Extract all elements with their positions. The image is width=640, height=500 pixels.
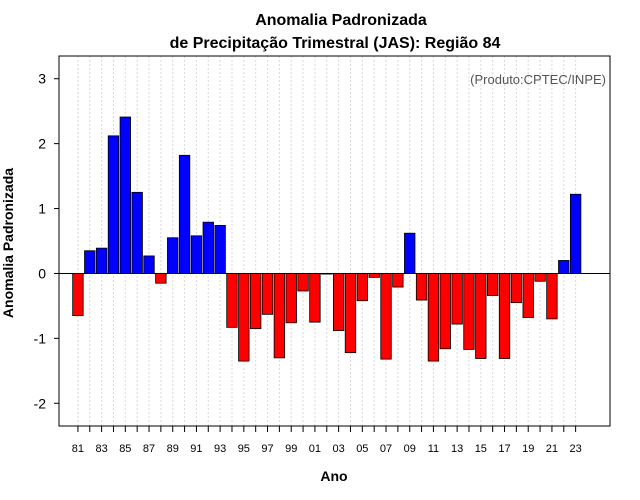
bar-83 — [95, 247, 108, 274]
bar-21 — [546, 273, 558, 320]
x-tick-label: 19 — [522, 443, 534, 455]
bar-84 — [107, 135, 120, 274]
bar-85 — [119, 116, 131, 274]
bar-09 — [404, 232, 416, 274]
bar-93 — [214, 225, 226, 274]
y-tick-label: -2 — [34, 395, 47, 411]
bar-05 — [356, 273, 368, 302]
bar-07 — [380, 273, 392, 360]
x-axis-label: Ano — [320, 468, 347, 484]
bar-99 — [285, 273, 297, 324]
bar-12 — [439, 273, 451, 350]
bar-10 — [415, 273, 428, 301]
bar-06 — [368, 273, 380, 278]
x-tick-label: 89 — [167, 443, 179, 455]
bar-03 — [332, 273, 345, 331]
bar-98 — [273, 273, 286, 359]
bar-17 — [498, 273, 511, 359]
x-tick-label: 93 — [214, 443, 226, 455]
bar-95 — [238, 273, 250, 362]
y-tick-label: 2 — [38, 136, 46, 152]
x-tick-label: 83 — [96, 443, 108, 455]
x-tick-label: 03 — [333, 443, 345, 455]
bar-14 — [463, 273, 475, 350]
bar-89 — [167, 237, 179, 274]
x-tick-label: 95 — [238, 443, 250, 455]
bar-81 — [72, 273, 84, 317]
bar-90 — [178, 154, 191, 274]
x-tick-label: 13 — [451, 443, 463, 455]
x-tick-label: 01 — [309, 443, 321, 455]
y-tick-label: 3 — [38, 71, 46, 87]
bar-22 — [558, 260, 570, 274]
bar-91 — [190, 235, 203, 274]
bar-88 — [155, 273, 167, 284]
bar-01 — [309, 273, 321, 323]
x-tick-label: 05 — [356, 443, 368, 455]
bars — [72, 116, 582, 362]
bar-04 — [344, 273, 357, 354]
bar-97 — [261, 273, 274, 315]
y-tick-label: -1 — [34, 330, 47, 346]
x-tick-label: 09 — [404, 443, 416, 455]
bar-18 — [510, 273, 523, 304]
x-tick-label: 15 — [475, 443, 487, 455]
x-axis: 81 83 85 87 89 91 93 95 97 99 01 03 05 07 09 11 13 15 17 19… — [72, 426, 582, 455]
bar-20 — [534, 273, 546, 282]
bar-19 — [522, 273, 534, 318]
x-tick-label: 91 — [190, 443, 202, 455]
grid — [77, 56, 577, 426]
bar-96 — [250, 273, 262, 330]
x-tick-label: 11 — [428, 443, 439, 455]
y-axis-label: Anomalia Padronizada — [0, 168, 16, 318]
x-tick-label: 07 — [380, 443, 392, 455]
bar-00 — [297, 273, 309, 292]
bar-23 — [569, 193, 582, 274]
x-tick-label: 85 — [119, 443, 131, 455]
x-tick-label: 17 — [498, 443, 510, 455]
x-tick-label: 97 — [261, 443, 273, 455]
y-tick-label: 0 — [38, 265, 46, 281]
x-tick-label: 99 — [285, 443, 297, 455]
plot-frame — [58, 55, 611, 427]
bar-15 — [475, 273, 487, 359]
chart-title-line-1: Anomalia Padronizada — [255, 12, 427, 29]
bar-08 — [392, 273, 404, 288]
bar-92 — [202, 221, 214, 274]
chart-title-line-2: de Precipitação Trimestral (JAS): Região… — [170, 35, 501, 52]
bar-82 — [84, 250, 96, 274]
product-credit: (Produto:CPTEC/INPE) — [470, 72, 606, 87]
bar-13 — [451, 273, 463, 325]
x-tick-label: 21 — [546, 443, 558, 455]
bar-86 — [131, 191, 143, 274]
bar-11 — [427, 273, 440, 362]
x-tick-label: 87 — [143, 443, 155, 455]
bar-94 — [226, 273, 238, 328]
bar-87 — [143, 255, 155, 274]
bar-16 — [487, 273, 499, 296]
y-axis: -2 -1 0 1 2 3 — [34, 71, 59, 411]
x-tick-label: 81 — [72, 443, 84, 455]
x-tick-label: 23 — [570, 443, 582, 455]
y-tick-label: 1 — [38, 201, 46, 217]
